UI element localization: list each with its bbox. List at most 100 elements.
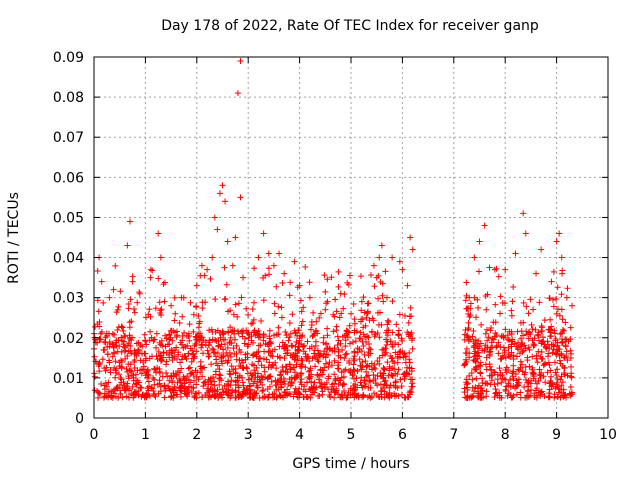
data-point [156, 339, 163, 346]
data-point [488, 367, 495, 374]
data-point [517, 358, 524, 365]
data-point [246, 382, 253, 389]
data-point [298, 370, 305, 377]
data-point [284, 349, 291, 356]
data-point [383, 349, 390, 356]
x-tick-label: 10 [599, 427, 617, 443]
data-point [546, 386, 553, 393]
data-point [276, 343, 283, 350]
data-point [567, 324, 574, 331]
data-point [353, 328, 360, 335]
data-point [467, 300, 474, 307]
data-point [351, 375, 357, 382]
data-point [197, 272, 204, 279]
data-point [156, 299, 163, 306]
data-point [289, 354, 296, 361]
data-point [312, 386, 319, 393]
data-point [480, 394, 487, 401]
data-point [232, 365, 239, 372]
data-point [513, 391, 520, 398]
data-point [528, 386, 535, 393]
data-point [541, 317, 548, 324]
data-point [546, 295, 553, 302]
data-point [510, 368, 517, 375]
data-point [115, 371, 122, 378]
data-point [377, 279, 384, 286]
data-point [364, 362, 371, 369]
data-point [311, 379, 318, 386]
data-point [409, 335, 416, 342]
data-point [161, 394, 168, 401]
data-point [395, 341, 402, 348]
x-tick-label: 1 [141, 427, 150, 443]
data-point [383, 329, 390, 336]
data-point [553, 371, 560, 378]
data-point [199, 373, 206, 380]
data-point [520, 210, 527, 217]
data-point [214, 327, 221, 334]
data-point [325, 364, 332, 371]
data-point [276, 250, 283, 257]
data-point [546, 362, 553, 369]
data-point [114, 385, 121, 392]
data-point [114, 327, 121, 334]
data-point [544, 338, 551, 345]
data-point [463, 350, 470, 357]
data-point [568, 370, 575, 377]
data-point [406, 349, 413, 356]
data-point [408, 368, 415, 375]
data-point [255, 342, 262, 349]
data-point [187, 345, 194, 352]
data-point [281, 388, 288, 395]
data-point [299, 318, 306, 325]
data-point [498, 394, 505, 401]
data-point [117, 374, 124, 381]
data-point [212, 353, 219, 360]
data-point [152, 393, 159, 400]
data-point [346, 272, 353, 279]
data-point [342, 351, 349, 358]
data-point [544, 353, 551, 360]
data-point [219, 394, 226, 401]
data-point [249, 306, 256, 313]
data-point [265, 250, 272, 257]
data-point [328, 383, 335, 390]
data-point [190, 311, 197, 318]
data-point [315, 358, 322, 365]
data-point [95, 362, 102, 369]
data-point [158, 311, 165, 318]
data-point [235, 330, 242, 337]
data-point [155, 230, 162, 237]
data-point [253, 390, 260, 397]
data-point [484, 337, 491, 344]
data-point [402, 359, 409, 366]
data-point [236, 372, 243, 379]
data-point [216, 375, 223, 382]
data-point [346, 357, 353, 364]
data-point [289, 311, 296, 318]
data-point [484, 344, 491, 351]
data-point [245, 329, 252, 336]
data-point [409, 345, 416, 352]
data-point [321, 348, 328, 355]
data-point [552, 335, 559, 342]
x-tick-label: 0 [90, 427, 99, 443]
data-point [563, 348, 570, 355]
data-point [266, 333, 273, 340]
data-point [371, 390, 378, 397]
data-point [562, 343, 569, 350]
data-point [291, 389, 298, 396]
data-point [249, 352, 256, 359]
data-point [344, 334, 351, 341]
data-point [234, 377, 241, 384]
data-point [222, 295, 229, 302]
data-point [119, 394, 126, 401]
data-point [338, 369, 345, 376]
data-point [502, 266, 509, 273]
data-point [227, 324, 234, 331]
data-point [307, 365, 314, 372]
data-point [112, 374, 119, 381]
data-point [332, 375, 339, 382]
data-point [512, 250, 519, 257]
data-point [492, 390, 499, 397]
